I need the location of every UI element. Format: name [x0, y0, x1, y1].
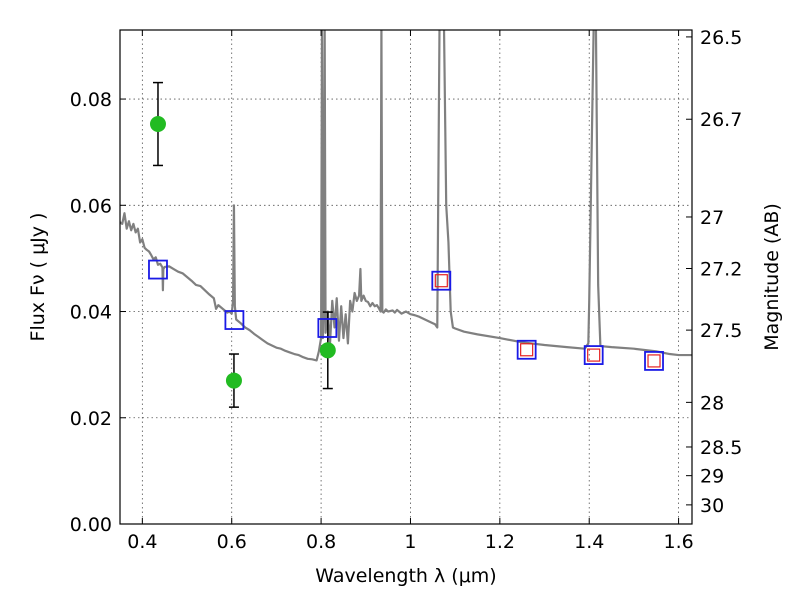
y2-tick-label: 29: [700, 466, 724, 488]
y2-tick-label: 30: [700, 495, 724, 517]
model-photometry-box: [431, 270, 452, 291]
y2-tick-label: 27: [700, 207, 724, 229]
model-photometry-box: [516, 339, 537, 360]
y-axis-label: Flux Fν ( μJy ): [27, 213, 49, 342]
x-tick-label: 0.6: [217, 531, 247, 553]
x-axis: 0.4 0.6 0.8 1 1.2 1.4 1.6: [127, 30, 694, 553]
y2-tick-label: 27.2: [700, 259, 742, 281]
x-tick-label: 1: [404, 531, 416, 553]
model-photometry-box: [224, 310, 245, 330]
x-tick-label: 0.8: [306, 531, 336, 553]
model-photometry-inner-box: [647, 354, 661, 368]
y2-tick-label: 26.5: [700, 27, 742, 49]
plot-background: [120, 30, 692, 524]
model-photometry-box: [148, 259, 168, 280]
model-photometry-box: [583, 345, 604, 365]
y-axis: 0.00 0.02 0.04 0.06 0.08: [70, 89, 126, 536]
y2-tick-label: 28.5: [700, 437, 742, 459]
y2-tick-label: 27.5: [700, 320, 742, 342]
y2-axis-label: Magnitude (AB): [761, 203, 783, 351]
y-tick-label: 0.00: [70, 514, 112, 536]
plot-frame: [119, 29, 693, 525]
y2-tick-label: 28: [700, 392, 724, 414]
observed-point: [149, 116, 166, 133]
x-axis-label: Wavelength λ (μm): [315, 565, 496, 587]
series-layer: [120, 30, 692, 408]
y-tick-label: 0.02: [70, 408, 112, 430]
x-tick-label: 1.4: [574, 531, 604, 553]
x-tick-label: 1.6: [663, 531, 693, 553]
y-tick-label: 0.06: [70, 195, 112, 217]
y-tick-label: 0.08: [70, 89, 112, 111]
model-photometry-inner-box: [520, 343, 534, 357]
y-tick-label: 0.04: [70, 302, 112, 324]
model-photometry-inner-box: [587, 348, 601, 362]
observed-point: [319, 342, 336, 359]
x-tick-label: 0.4: [127, 531, 157, 553]
model-photometry-box: [317, 318, 338, 338]
y2-axis: 26.5 26.7 27 27.2 27.5 28 28.5 29 30: [686, 27, 742, 517]
model-photometry-inner-box: [434, 274, 448, 288]
y2-tick-label: 26.7: [700, 109, 742, 131]
observed-point: [225, 372, 242, 389]
model-photometry-box: [644, 351, 664, 371]
x-tick-label: 1.2: [485, 531, 515, 553]
